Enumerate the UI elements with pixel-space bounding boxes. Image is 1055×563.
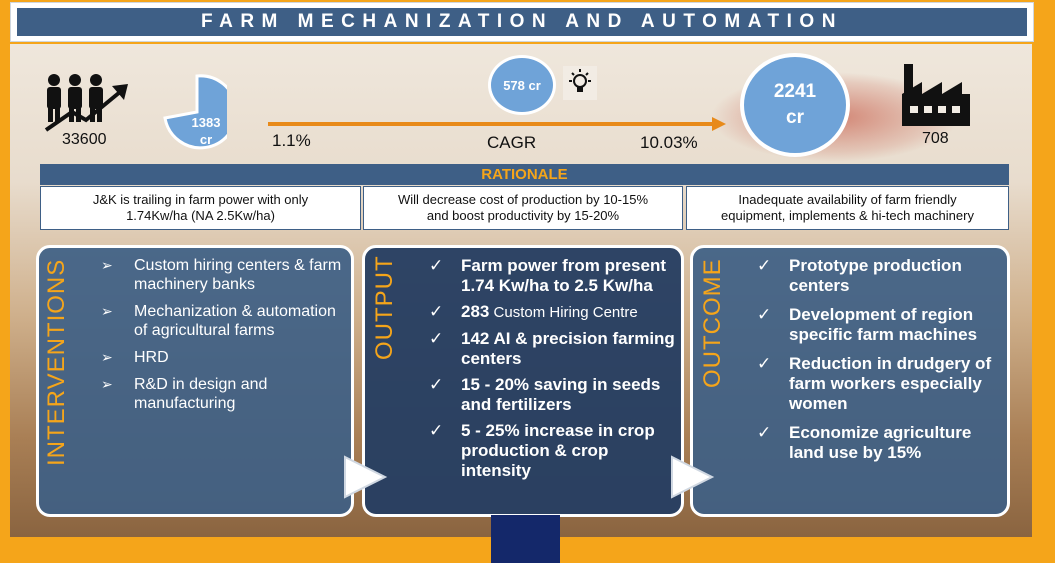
title-bar: FARM MECHANIZATION AND AUTOMATION	[10, 2, 1034, 42]
rationale-item: Inadequate availability of farm friendly…	[686, 186, 1009, 230]
arrow-right-icon	[268, 117, 726, 131]
output-panel: OUTPUT ✓ Farm power from present 1.74 Kw/…	[362, 245, 684, 517]
interventions-title: INTERVENTIONS	[43, 258, 70, 466]
left-value-unit: cr	[199, 132, 213, 147]
right-value-number: 2241	[773, 81, 817, 102]
checkmark-icon: ✓	[429, 329, 444, 348]
outcome-list: ✓ Prototype production centers ✓ Developme…	[753, 256, 1007, 472]
rationale-item-line: Inadequate availability of farm friendly	[738, 192, 957, 207]
list-item: ➢ Mechanization & automation of agricultu…	[101, 302, 351, 340]
cagr-label: CAGR	[487, 133, 537, 152]
checkmark-icon: ✓	[757, 256, 772, 275]
rationale-item: Will decrease cost of production by 10-1…	[363, 186, 683, 230]
list-item: ✓ 15 - 20% saving in seeds and fertilizer…	[425, 375, 680, 415]
right-value-circle: 2241 cr	[740, 53, 850, 157]
list-item: ✓ 5 - 25% increase in crop production & c…	[425, 421, 680, 481]
checkmark-icon: ✓	[429, 421, 444, 440]
checkmark-icon: ✓	[429, 256, 444, 275]
arrow-bullet-icon: ➢	[101, 376, 113, 392]
right-value-unit: cr	[786, 107, 804, 128]
list-item-text: 142 AI & precision farming centers	[461, 329, 675, 368]
outcome-panel: OUTCOME ✓ Prototype production centers ✓ D…	[690, 245, 1010, 517]
list-item: ✓ Development of region specific farm mac…	[753, 305, 1007, 345]
rationale-header: RATIONALE	[40, 164, 1009, 185]
list-item-text-normal: Custom Hiring Centre	[489, 304, 638, 321]
list-item: ✓ 142 AI & precision farming centers	[425, 329, 680, 369]
list-item: ✓ 283 Custom Hiring Centre	[425, 302, 680, 323]
checkmark-icon: ✓	[757, 305, 772, 324]
list-item: ➢ R&D in design and manufacturing	[101, 375, 351, 413]
list-item: ✓ Farm power from present 1.74 Kw/ha to 2…	[425, 256, 680, 296]
list-item: ✓ Prototype production centers	[753, 256, 1007, 296]
chevron-right-icon	[671, 455, 715, 499]
list-item: ➢ HRD	[101, 348, 351, 367]
title-bar-inner: FARM MECHANIZATION AND AUTOMATION	[17, 8, 1027, 36]
outcome-title: OUTCOME	[699, 258, 726, 388]
rationale-item: J&K is trailing in farm power with only …	[40, 186, 361, 230]
list-item-text: Custom hiring centers & farm machinery b…	[134, 257, 342, 293]
lightbulb-icon	[563, 66, 597, 100]
checkmark-icon: ✓	[429, 375, 444, 394]
arrow-bullet-icon: ➢	[101, 257, 113, 273]
list-item-text: Prototype production centers	[789, 256, 962, 295]
left-value-number: 1383	[191, 115, 221, 130]
list-item-text: 5 - 25% increase in crop production & cr…	[461, 421, 655, 480]
rationale-item-line: J&K is trailing in farm power with only	[92, 192, 309, 207]
interventions-panel: INTERVENTIONS ➢ Custom hiring centers & f…	[36, 245, 354, 517]
list-item: ✓ Reduction in drudgery of farm workers e…	[753, 354, 1007, 414]
rationale-item-line: Will decrease cost of production by 10-1…	[397, 192, 648, 207]
list-item-text: R&D in design and manufacturing	[134, 376, 268, 412]
list-item: ✓ Economize agriculture land use by 15%	[753, 423, 1007, 463]
arrow-bullet-icon: ➢	[101, 349, 113, 365]
output-title: OUTPUT	[371, 255, 398, 360]
list-item-text: Mechanization & automation of agricultur…	[134, 303, 336, 339]
rationale-item-line: and boost productivity by 15-20%	[426, 208, 620, 223]
page-title: FARM MECHANIZATION AND AUTOMATION	[201, 11, 843, 32]
center-value-bubble: 578 cr	[488, 55, 556, 115]
rationale-item-line: equipment, implements & hi-tech machiner…	[721, 208, 974, 223]
list-item-text: Farm power from present 1.74 Kw/ha to 2.…	[461, 256, 666, 295]
interventions-list: ➢ Custom hiring centers & farm machinery …	[101, 256, 351, 421]
chevron-right-icon	[344, 455, 388, 499]
arrow-bullet-icon: ➢	[101, 303, 113, 319]
list-item-text: Economize agriculture land use by 15%	[789, 423, 972, 462]
list-item-text: Reduction in drudgery of farm workers es…	[789, 354, 992, 413]
list-item-text: HRD	[134, 349, 169, 366]
list-item: ➢ Custom hiring centers & farm machinery …	[101, 256, 351, 294]
checkmark-icon: ✓	[757, 354, 772, 373]
growth-left: 1.1%	[272, 131, 311, 150]
growth-right: 10.03%	[640, 133, 698, 152]
units-count: 708	[922, 130, 949, 147]
left-value-label: 1383 cr	[178, 114, 234, 148]
pie-chart-icon	[163, 74, 227, 150]
checkmark-icon: ✓	[757, 423, 772, 442]
output-list: ✓ Farm power from present 1.74 Kw/ha to 2…	[425, 256, 680, 487]
footer-block	[491, 515, 560, 563]
checkmark-icon: ✓	[429, 302, 444, 321]
list-item-text: 15 - 20% saving in seeds and fertilizers	[461, 375, 661, 414]
list-item-text: Development of region specific farm mach…	[789, 305, 978, 344]
factory-icon	[902, 64, 970, 126]
rationale-item-line: 1.74Kw/ha (NA 2.5Kw/ha)	[126, 208, 275, 223]
list-item-text: 283	[461, 302, 490, 321]
people-growth-icon	[44, 74, 128, 132]
farmers-count: 33600	[62, 131, 107, 148]
